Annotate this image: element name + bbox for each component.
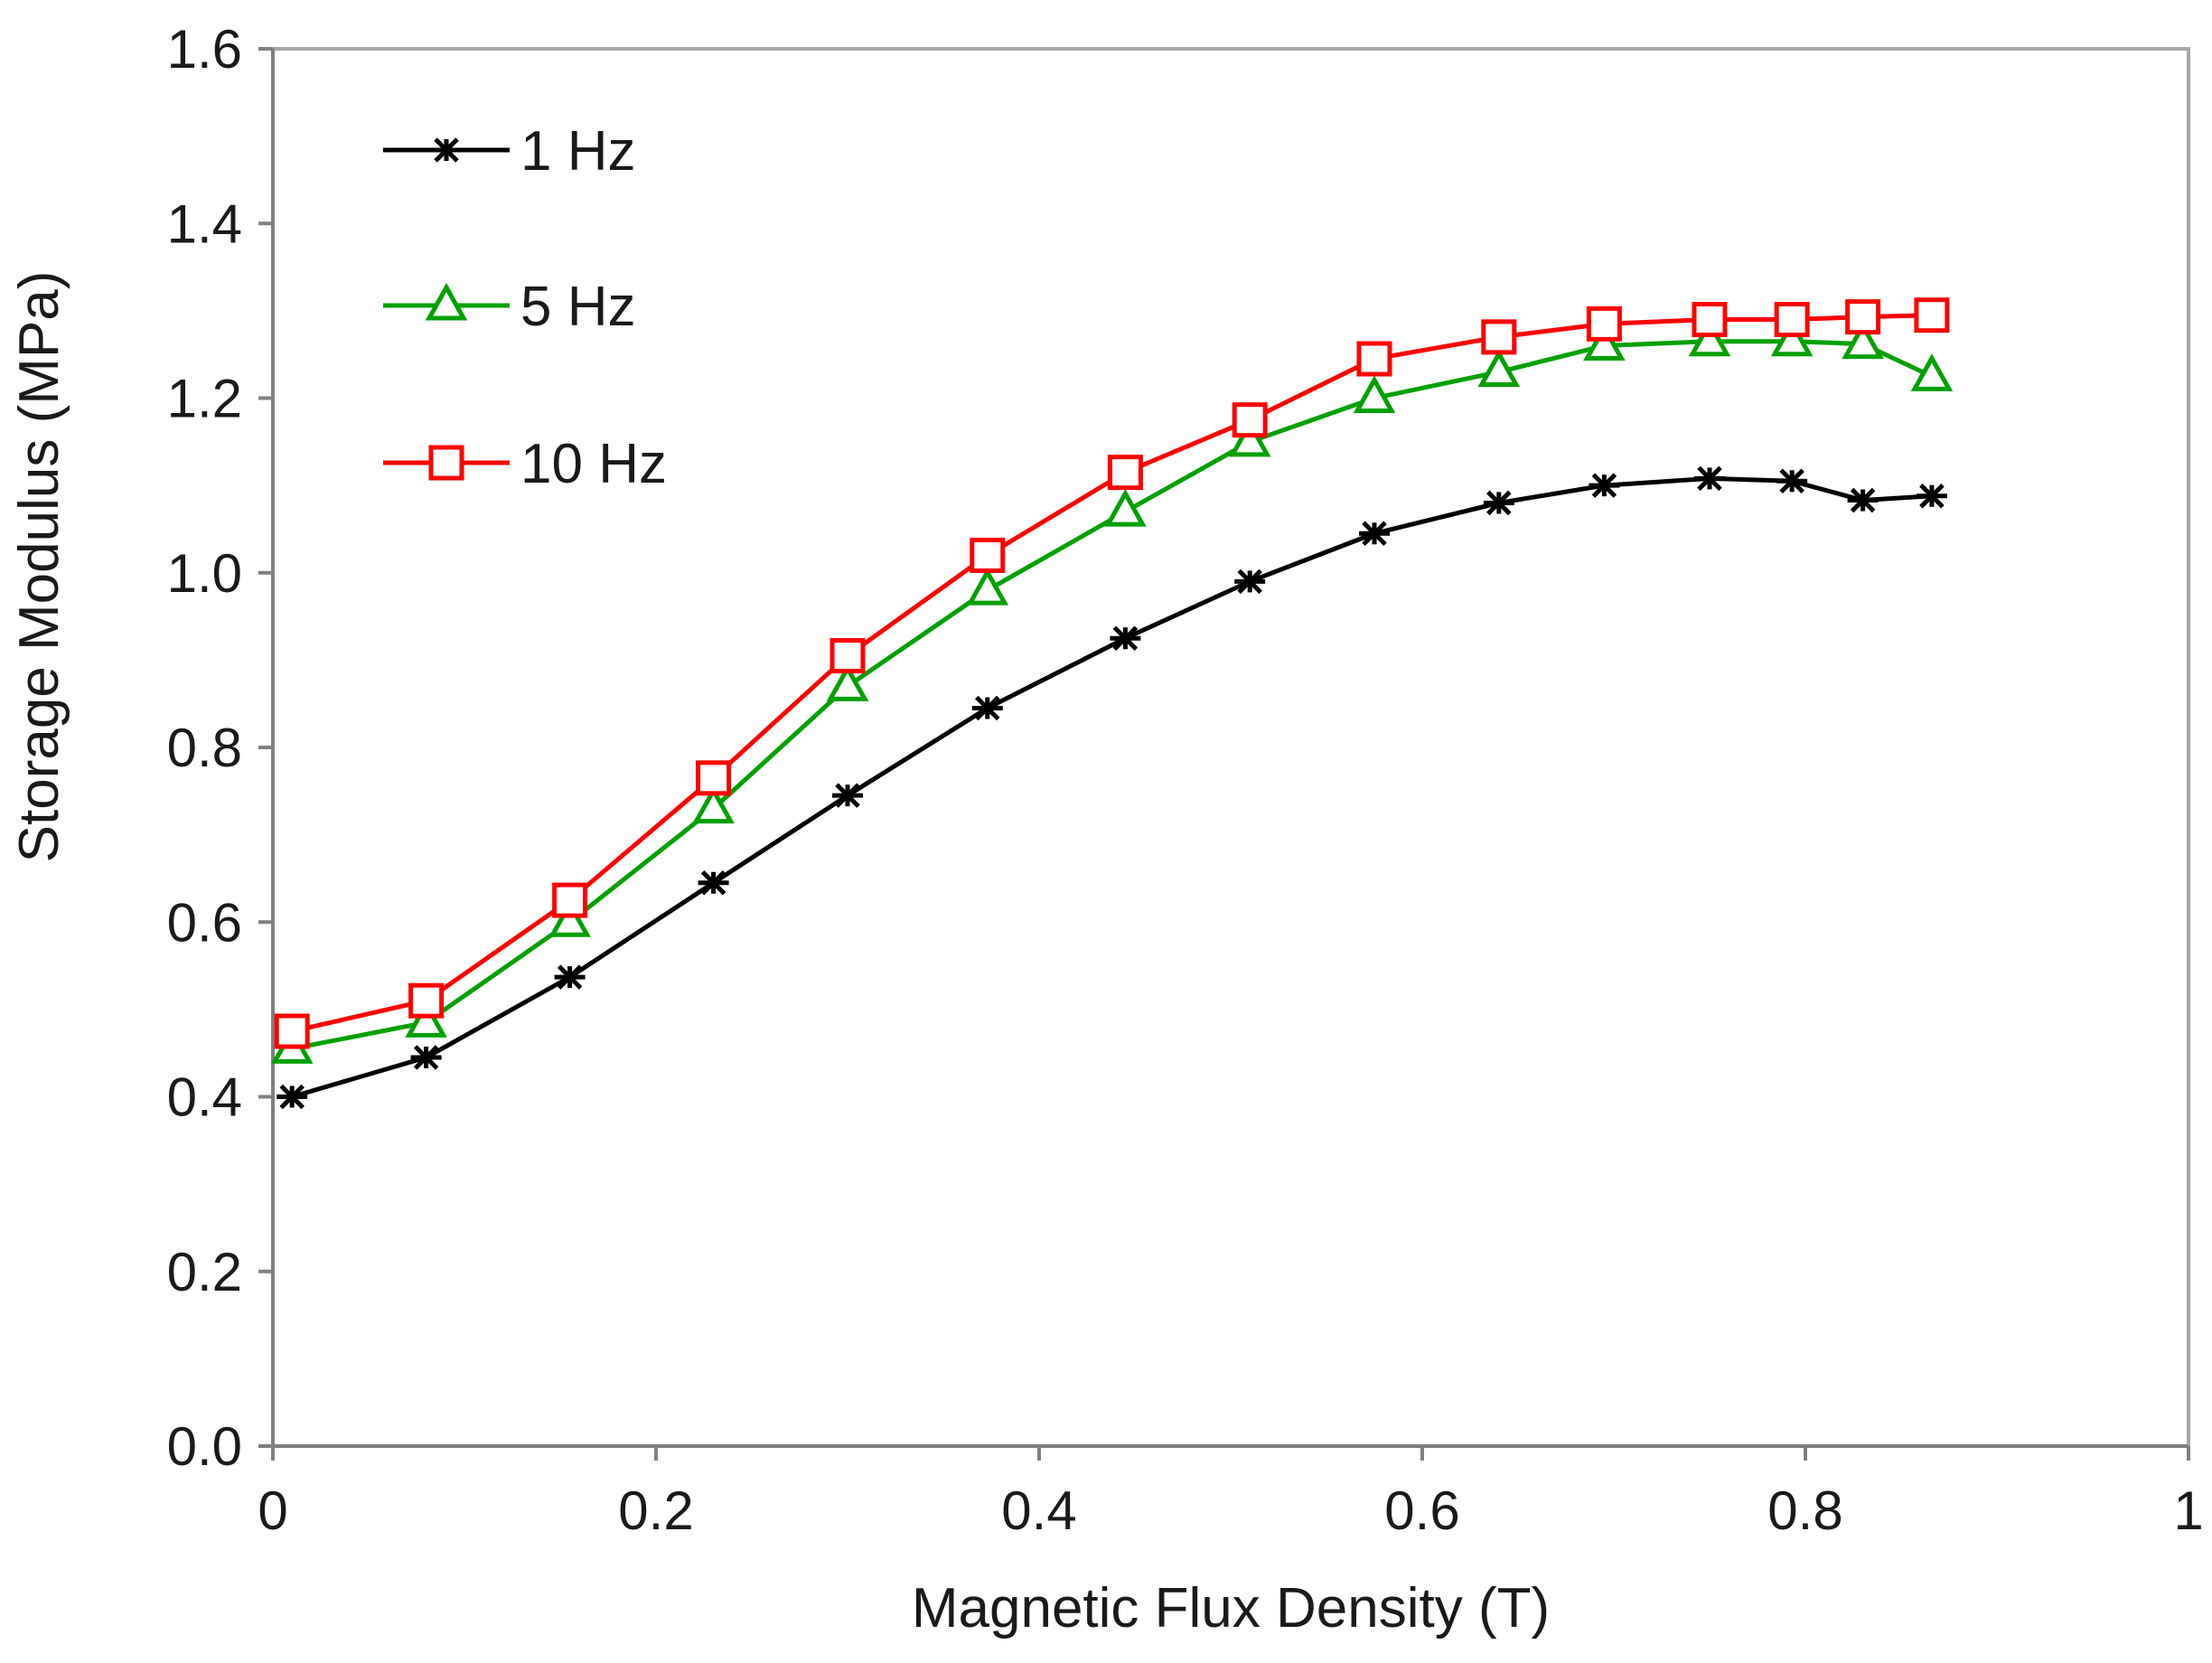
legend-label-10-hz: 10 Hz bbox=[520, 433, 667, 495]
y-tick-label: 1.0 bbox=[167, 543, 242, 604]
data-point-10-hz bbox=[408, 982, 445, 1019]
y-tick-label: 0.8 bbox=[167, 718, 242, 778]
legend-label-1-hz: 1 Hz bbox=[520, 120, 635, 183]
series-line-1-hz bbox=[291, 475, 1933, 1099]
series-1-hz bbox=[276, 465, 1947, 1110]
data-point-5-hz bbox=[1228, 418, 1271, 457]
data-point-10-hz bbox=[1586, 305, 1622, 342]
data-point-5-hz bbox=[1910, 353, 1954, 391]
legend: 1 Hz 5 Hz 10 Hz bbox=[383, 120, 667, 495]
data-point-1-hz bbox=[1916, 483, 1947, 509]
data-point-1-hz bbox=[410, 1045, 442, 1070]
y-tick-label: 1.6 bbox=[167, 19, 242, 80]
data-point-10-hz bbox=[552, 882, 588, 918]
y-tick-label: 1.2 bbox=[167, 369, 242, 429]
data-point-1-hz bbox=[971, 695, 1003, 721]
legend-marker-1-hz bbox=[431, 137, 462, 163]
data-point-1-hz bbox=[1694, 465, 1725, 492]
data-point-5-hz bbox=[1104, 488, 1147, 527]
x-tick-label: 0.4 bbox=[1001, 1480, 1076, 1541]
series-10-hz bbox=[274, 297, 1950, 1049]
data-series bbox=[270, 297, 1954, 1110]
x-tick-label: 0.2 bbox=[618, 1480, 693, 1541]
data-point-1-hz bbox=[698, 870, 729, 896]
data-point-10-hz bbox=[1481, 319, 1517, 355]
data-point-10-hz bbox=[1232, 402, 1268, 438]
data-point-1-hz bbox=[1234, 568, 1266, 595]
series-line-10-hz bbox=[291, 313, 1932, 1034]
data-point-5-hz bbox=[1353, 375, 1396, 413]
y-tick-label: 0.4 bbox=[167, 1067, 242, 1128]
data-point-10-hz bbox=[1692, 302, 1728, 338]
y-tick-label: 0.0 bbox=[167, 1416, 242, 1477]
data-point-10-hz bbox=[696, 760, 732, 796]
data-point-1-hz bbox=[276, 1084, 308, 1110]
data-point-10-hz bbox=[1107, 455, 1143, 491]
data-point-1-hz bbox=[1589, 473, 1620, 498]
x-tick-label: 0 bbox=[258, 1480, 287, 1541]
data-point-1-hz bbox=[1847, 487, 1879, 513]
data-point-10-hz bbox=[1914, 297, 1950, 334]
tick-labels: 0.0 0.2 0.4 0.6 0.8 1.0 1.2 1.4 1.6 0 0.2 0.4 0.6 0.8… bbox=[167, 19, 2204, 1541]
data-point-10-hz bbox=[274, 1013, 310, 1049]
data-point-5-hz bbox=[1770, 318, 1814, 357]
legend-marker-10-hz bbox=[428, 445, 464, 481]
plot-frame bbox=[271, 47, 2190, 1448]
data-point-5-hz bbox=[1842, 321, 1884, 360]
data-point-10-hz bbox=[1356, 341, 1392, 377]
series-5-hz bbox=[270, 318, 1954, 1064]
data-point-5-hz bbox=[966, 567, 1009, 606]
x-tick-label: 0.8 bbox=[1767, 1480, 1842, 1541]
y-tick-label: 0.2 bbox=[167, 1242, 242, 1302]
data-point-1-hz bbox=[832, 783, 863, 808]
data-point-5-hz bbox=[1477, 349, 1521, 388]
data-point-1-hz bbox=[554, 964, 586, 990]
data-point-10-hz bbox=[830, 638, 866, 674]
data-point-10-hz bbox=[970, 537, 1006, 573]
legend-item-10-hz: 10 Hz bbox=[383, 433, 667, 495]
y-tick-label: 1.4 bbox=[167, 193, 242, 254]
axes bbox=[258, 47, 2190, 1461]
y-axis-title: Storage Modulus (MPa) bbox=[8, 271, 70, 863]
data-point-1-hz bbox=[1776, 468, 1808, 494]
data-point-10-hz bbox=[1845, 299, 1881, 335]
data-point-5-hz bbox=[692, 785, 735, 824]
x-tick-label: 0.6 bbox=[1384, 1480, 1459, 1541]
data-point-5-hz bbox=[405, 1000, 447, 1038]
data-point-5-hz bbox=[548, 899, 591, 937]
legend-item-1-hz: 1 Hz bbox=[383, 120, 635, 183]
data-point-5-hz bbox=[1688, 318, 1731, 357]
data-point-1-hz bbox=[1359, 521, 1390, 547]
data-point-10-hz bbox=[1774, 302, 1810, 338]
data-point-5-hz bbox=[1583, 323, 1626, 362]
legend-label-5-hz: 5 Hz bbox=[520, 276, 635, 338]
data-point-1-hz bbox=[1483, 490, 1514, 516]
legend-marker-5-hz bbox=[425, 282, 468, 321]
data-point-5-hz bbox=[826, 663, 869, 701]
x-axis-title: Magnetic Flux Density (T) bbox=[912, 1577, 1550, 1640]
y-tick-label: 0.6 bbox=[167, 892, 242, 953]
legend-item-5-hz: 5 Hz bbox=[383, 276, 635, 338]
data-point-1-hz bbox=[1110, 625, 1141, 651]
x-tick-label: 1 bbox=[2173, 1480, 2203, 1541]
